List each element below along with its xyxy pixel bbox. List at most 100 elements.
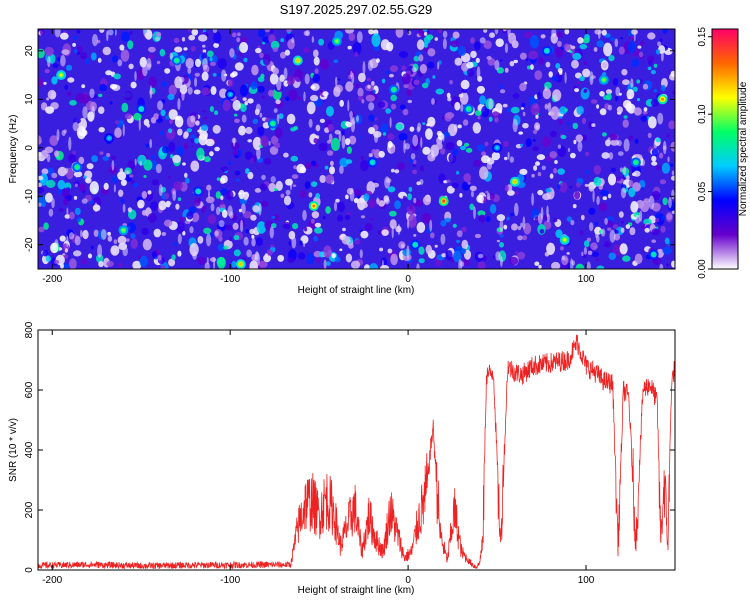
heatmap-cell	[114, 127, 122, 138]
heatmap-cell	[150, 201, 159, 211]
heatmap-cell	[371, 149, 377, 155]
heatmap-cell	[216, 256, 226, 269]
heatmap-cell	[640, 224, 647, 229]
heatmap-cell	[280, 38, 285, 43]
heatmap-cell	[239, 84, 249, 97]
heatmap-cell	[383, 197, 390, 205]
heatmap-y-tick-label: -10	[24, 189, 35, 204]
heatmap-cell	[569, 185, 573, 189]
heatmap-cell	[483, 40, 492, 49]
heatmap-cell	[531, 192, 534, 206]
heatmap-cell	[325, 174, 335, 184]
heatmap-cell	[426, 34, 434, 40]
heatmap-cell	[576, 177, 584, 184]
heatmap-cell	[313, 56, 320, 66]
heatmap-cell	[555, 229, 563, 238]
heatmap-cell	[188, 34, 196, 41]
heatmap-cell	[615, 176, 622, 182]
heatmap-cell	[577, 141, 583, 152]
heatmap-cell	[177, 250, 182, 257]
heatmap-cell	[425, 244, 432, 255]
heatmap-cell	[621, 68, 628, 76]
heatmap-cell	[418, 54, 424, 62]
heatmap-cell	[69, 258, 77, 269]
heatmap-cell	[368, 199, 376, 209]
heatmap-cell	[534, 70, 543, 80]
heatmap-cell	[304, 226, 308, 232]
heatmap-cell	[129, 174, 134, 178]
heatmap-cell	[187, 87, 193, 95]
heatmap-cell	[313, 235, 319, 242]
heatmap-cell	[192, 250, 198, 260]
heatmap-x-tick-label: -100	[220, 274, 240, 285]
heatmap-cell	[213, 42, 220, 48]
heatmap-cell	[250, 214, 257, 221]
heatmap-cell	[530, 103, 540, 116]
heatmap-cell	[256, 147, 261, 160]
heatmap-cell	[258, 203, 262, 216]
heatmap-cell	[409, 126, 415, 132]
heatmap-cell	[473, 206, 476, 220]
heatmap-cell	[99, 29, 105, 33]
heatmap-cell	[46, 179, 56, 188]
heatmap-frame	[37, 28, 676, 270]
heatmap-cell	[559, 70, 563, 75]
heatmap-y-tick-label: 10	[24, 93, 35, 105]
heatmap-cell	[247, 139, 253, 143]
heatmap-cell	[278, 113, 284, 120]
heatmap-cell	[303, 47, 310, 54]
heatmap-cell	[403, 84, 409, 89]
heatmap-cell	[633, 170, 641, 177]
heatmap-cell	[549, 173, 554, 179]
heatmap-cell	[185, 58, 194, 69]
heatmap-cell	[636, 79, 641, 84]
heatmap-cell	[608, 55, 615, 62]
heatmap-cell	[431, 98, 435, 105]
heatmap-cell	[600, 228, 606, 237]
heatmap-cell	[412, 163, 417, 167]
heatmap-cell	[500, 256, 503, 267]
heatmap-cell	[137, 154, 147, 166]
heatmap-cell	[341, 129, 345, 136]
heatmap-cell	[507, 190, 515, 196]
heatmap-cell	[657, 41, 661, 47]
heatmap-cell	[655, 137, 661, 143]
heatmap-cell	[604, 241, 611, 248]
heatmap-cell	[509, 212, 515, 217]
heatmap-cell	[120, 179, 127, 186]
heatmap-cell	[148, 46, 156, 53]
heatmap-cell	[596, 195, 600, 205]
heatmap-cell	[151, 179, 160, 186]
heatmap-x-tick-label: 0	[405, 274, 411, 285]
heatmap-cell	[390, 103, 397, 110]
heatmap-cell	[338, 234, 345, 241]
heatmap-cell	[129, 31, 133, 35]
heatmap-cell	[409, 204, 413, 210]
heatmap-cell	[510, 106, 520, 114]
heatmap-cell	[316, 233, 320, 238]
heatmap-cell	[73, 195, 78, 200]
heatmap-cell	[283, 152, 289, 158]
heatmap-hotspot-peak	[175, 59, 179, 63]
heatmap-cell	[564, 29, 570, 35]
heatmap-cell	[318, 38, 324, 46]
heatmap-cell	[173, 181, 183, 191]
heatmap-cell	[234, 118, 240, 124]
heatmap-cell	[276, 77, 282, 91]
heatmap-cell	[151, 251, 157, 259]
heatmap-cell	[399, 104, 406, 110]
heatmap-cell	[410, 153, 416, 160]
heatmap-cell	[532, 146, 539, 152]
heatmap-cell	[121, 31, 130, 42]
heatmap-cell	[183, 133, 188, 139]
heatmap-cell	[509, 256, 519, 266]
heatmap-cell	[409, 158, 414, 163]
heatmap-cell	[462, 119, 469, 126]
heatmap-cell	[311, 211, 320, 219]
heatmap-cell	[355, 83, 360, 89]
heatmap-cell	[566, 252, 570, 255]
heatmap-cell	[606, 93, 612, 101]
heatmap-cell	[459, 261, 465, 267]
heatmap-hotspot-peak	[371, 160, 375, 164]
heatmap-cell	[291, 174, 299, 180]
